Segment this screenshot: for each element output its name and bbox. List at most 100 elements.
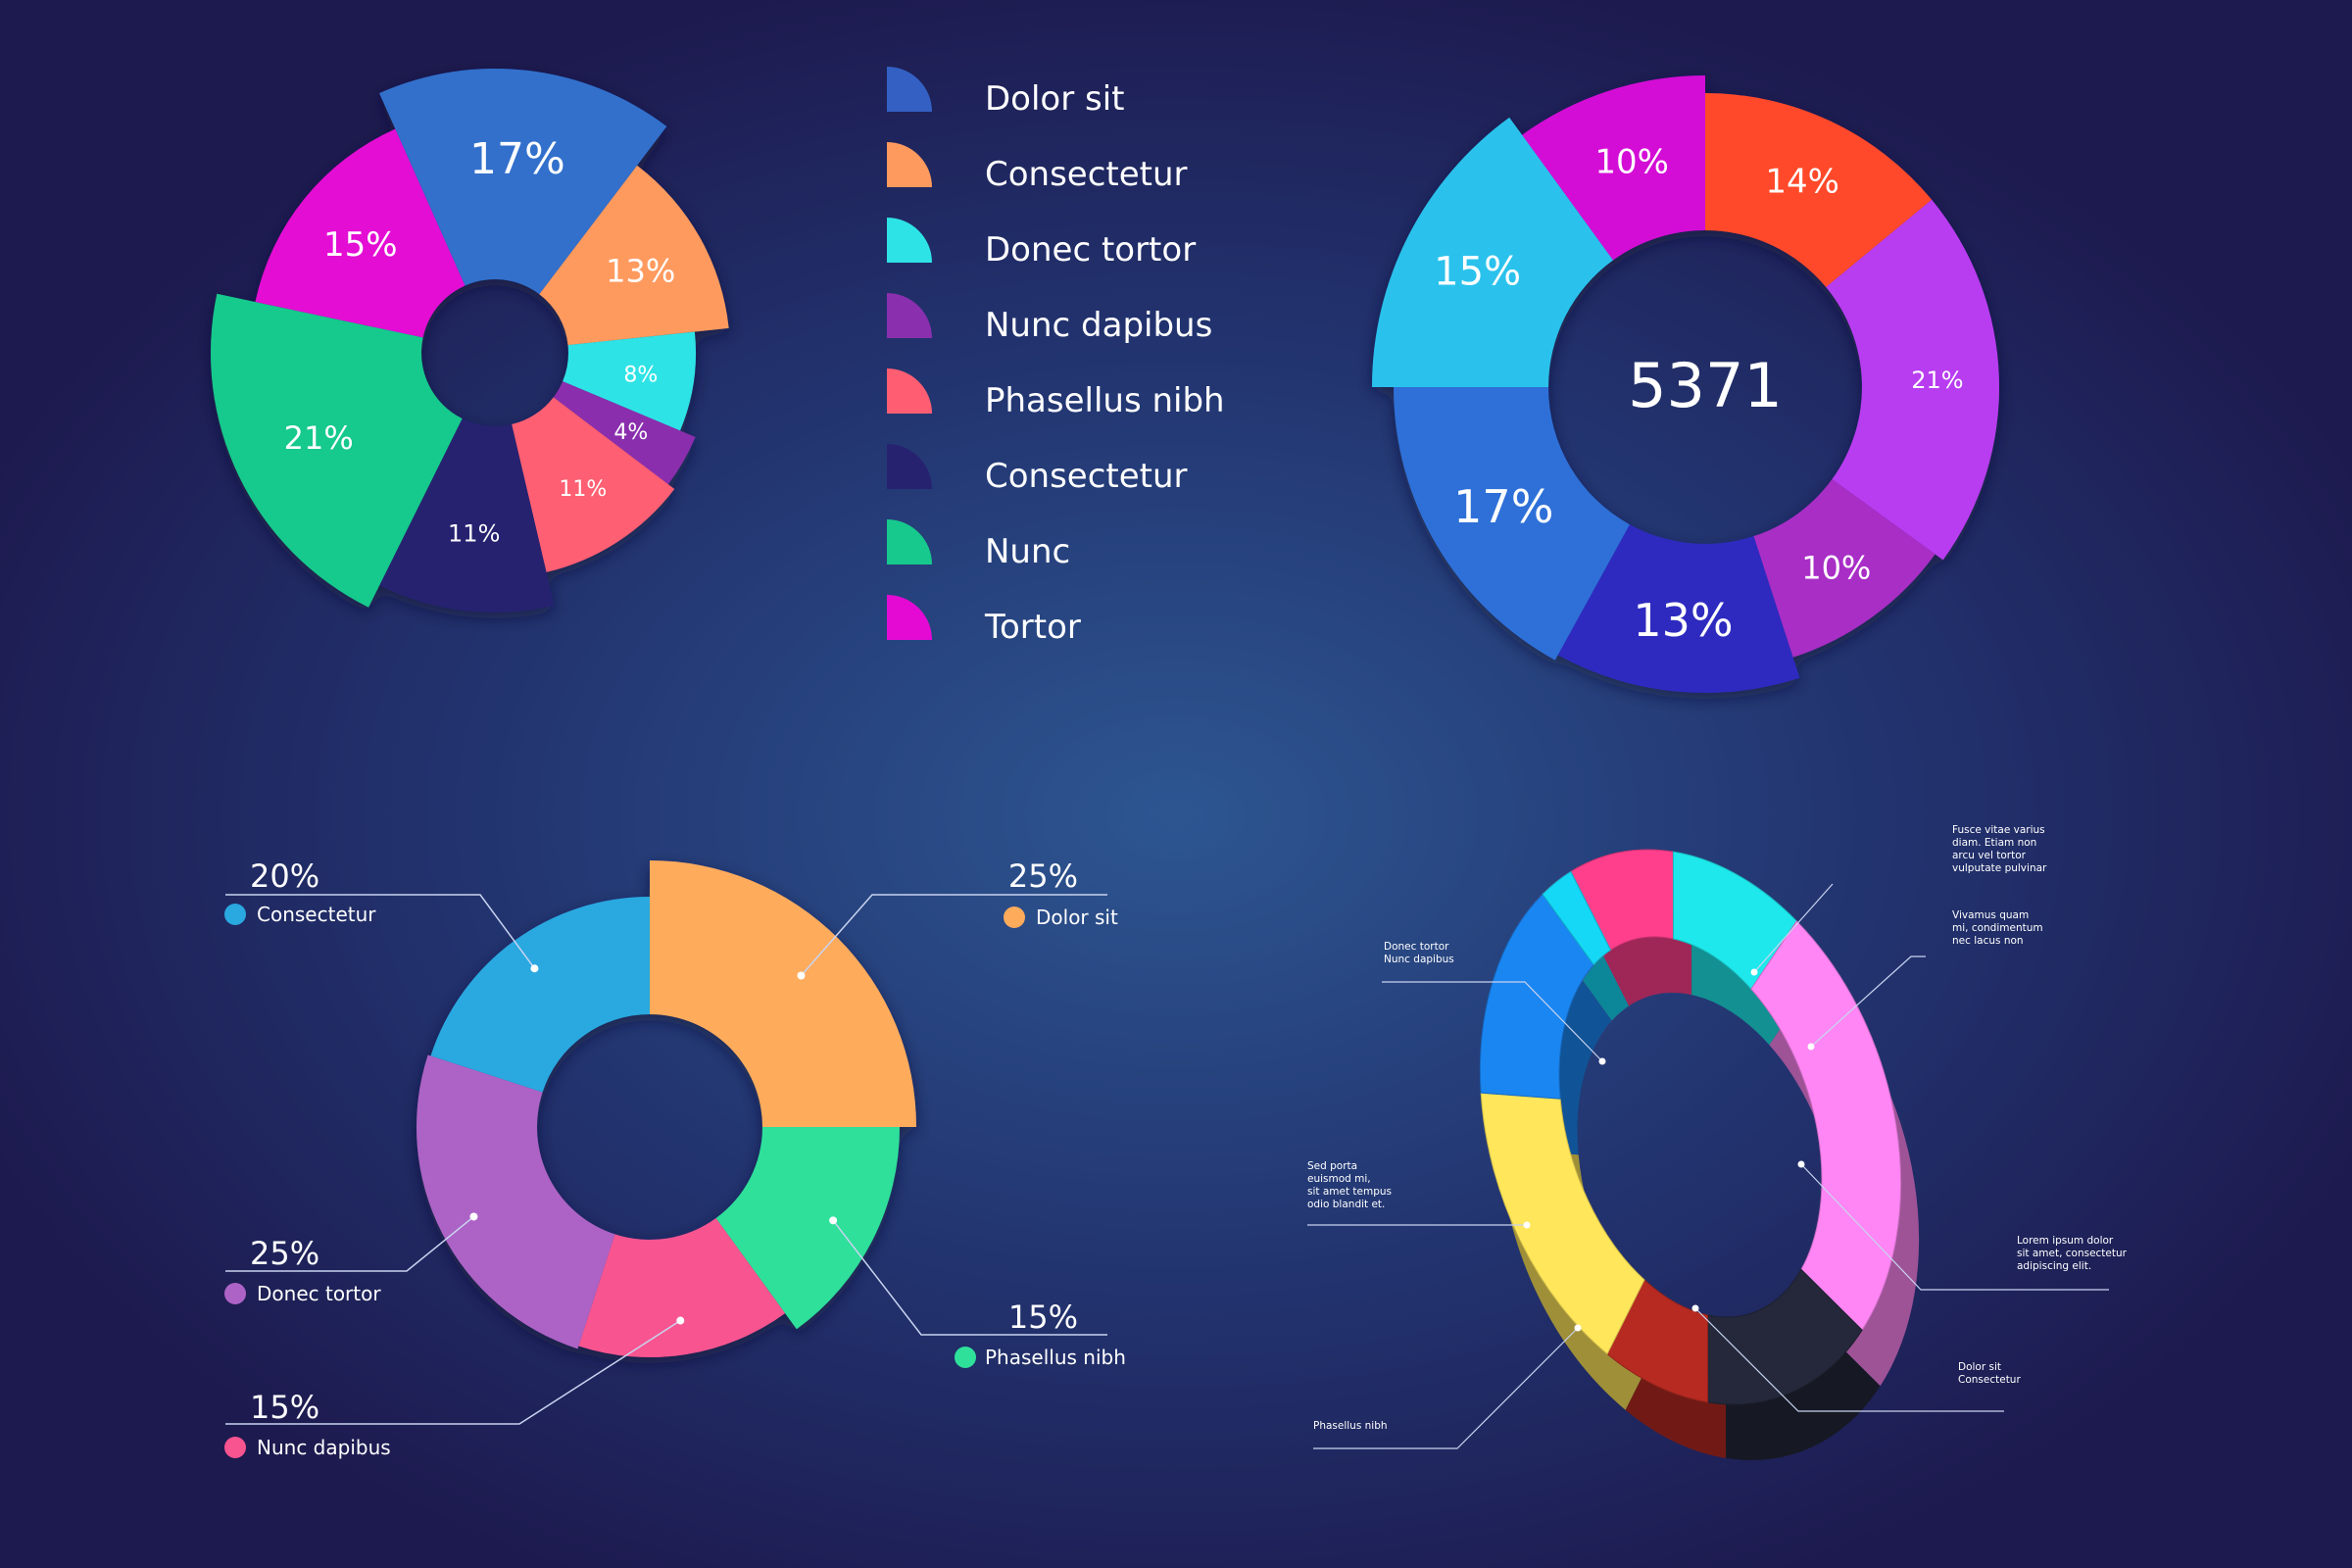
donut-center-value: 5371: [1628, 350, 1783, 421]
exploded-pie-slice-label: 13%: [606, 252, 675, 289]
callout-percent-label: 25%: [1008, 858, 1078, 895]
ring-segment-top: [1750, 920, 1902, 1331]
exploded-pie-slice: [379, 418, 555, 613]
total-donut-chart: [1372, 75, 1999, 693]
donut-slice: [1372, 117, 1613, 388]
legend-entry-label: Nunc dapibus: [985, 306, 1212, 345]
ring-annotation-text: vulputate pulvinar: [1952, 862, 2047, 874]
legend-entry-label: Tortor: [984, 608, 1081, 647]
legend-entry-label: Nunc: [985, 532, 1070, 571]
legend-swatch-icon: [887, 67, 932, 112]
exploded-pie-slice: [379, 68, 667, 295]
callout-leader-line: [225, 1319, 681, 1425]
exploded-pie-slice-label: 11%: [559, 477, 607, 502]
legend-swatch-icon: [887, 519, 932, 564]
ring-annotation-dot: [1574, 1324, 1582, 1332]
ring-annotation-text: euismod mi,: [1307, 1173, 1371, 1185]
exploded-pie-slice-label: 17%: [469, 134, 565, 184]
legend-entry-label: Consectetur: [985, 457, 1188, 496]
exploded-pie-slice: [512, 397, 675, 572]
callout-category-label: Consectetur: [257, 903, 376, 926]
callout-donut-slice: [650, 860, 916, 1127]
callout-percent-label: 20%: [250, 858, 319, 895]
exploded-pie-chart: [211, 68, 729, 613]
callout-color-dot-icon: [955, 1347, 976, 1368]
callout-donut-chart: [416, 860, 916, 1357]
ring-annotation-dot: [1750, 968, 1758, 976]
donut-slice: [1557, 524, 1800, 693]
ring-annotation-dot: [1797, 1160, 1805, 1168]
callout-leader-line: [832, 1219, 1107, 1336]
exploded-pie-slice-label: 11%: [448, 519, 500, 547]
callout-anchor-dot: [676, 1316, 685, 1325]
donut-slice-label: 15%: [1434, 250, 1521, 295]
ring-annotation-dot: [1598, 1057, 1606, 1065]
ring-annotation-text: adipiscing elit.: [2017, 1260, 2091, 1272]
ring-annotation-text: Sed porta: [1307, 1160, 1357, 1172]
legend-entry-label: Consectetur: [985, 155, 1188, 194]
donut-slice: [1826, 199, 1999, 561]
exploded-pie-slice: [255, 128, 466, 338]
donut-slice-label: 10%: [1594, 143, 1669, 182]
callout-donut-callouts: 25% Dolor sit 15% Phasellus nibh 15% Nunc dap…: [224, 858, 1126, 1459]
ring-annotation-leader: [1810, 956, 1926, 1048]
ring-annotation-text: Consectetur: [1958, 1374, 2021, 1386]
legend-entry-label: Dolor sit: [985, 79, 1125, 119]
exploded-pie-slice-label: 8%: [623, 364, 658, 388]
legend-swatch-icon: [887, 293, 932, 338]
callout-color-dot-icon: [1004, 906, 1025, 928]
ring-annotation-text: Fusce vitae varius: [1952, 824, 2045, 836]
callout-donut-slice: [715, 1127, 900, 1330]
ring-annotation-leader: [1694, 1307, 2004, 1412]
callout-anchor-dot: [530, 964, 539, 973]
ring-segment-side: [1725, 1325, 1881, 1460]
callout-color-dot-icon: [224, 1437, 246, 1458]
exploded-pie-slice: [553, 381, 696, 485]
ring-annotation-dot: [1691, 1304, 1699, 1312]
ring-annotation-text: odio blandit et.: [1307, 1199, 1385, 1210]
ring-annotation-text: Phasellus nibh: [1313, 1420, 1388, 1432]
ring-annotation-text: Vivamus quam: [1952, 909, 2029, 921]
legend-swatch-icon: [887, 218, 932, 263]
exploded-pie-slice-label: 15%: [323, 225, 398, 265]
isometric-ring-chart: [1479, 849, 1920, 1460]
ring-annotation-text: Donec tortor: [1384, 941, 1449, 953]
ring-annotation-leader: [1313, 1327, 1579, 1449]
exploded-pie-slice: [539, 165, 729, 346]
exploded-pie-legend: Dolor sit Consectetur Donec tortor Nunc dap…: [887, 67, 1225, 647]
legend-swatch-icon: [887, 368, 932, 414]
donut-slice: [1522, 75, 1705, 261]
callout-percent-label: 25%: [250, 1235, 319, 1272]
callout-category-label: Nunc dapibus: [257, 1436, 391, 1459]
ring-annotation-leader: [1753, 883, 1834, 973]
ring-annotation-text: nec lacus non: [1952, 935, 2024, 947]
callout-color-dot-icon: [224, 1283, 246, 1304]
callout-leader-line: [225, 1215, 474, 1272]
ring-annotation-text: mi, condimentum: [1952, 922, 2043, 934]
callout-anchor-dot: [469, 1212, 478, 1221]
ring-annotation-dot: [1523, 1221, 1531, 1229]
ring-annotation-leader: [1800, 1163, 2109, 1291]
ring-annotation-leader: [1382, 981, 1603, 1062]
callout-percent-label: 15%: [1008, 1298, 1078, 1336]
exploded-pie-slice: [211, 293, 463, 608]
callout-donut-slice: [578, 1218, 786, 1357]
ring-annotation-text: sit amet tempus: [1307, 1186, 1392, 1198]
exploded-pie-slice: [563, 331, 697, 431]
legend-entry-label: Phasellus nibh: [985, 381, 1225, 420]
callout-category-label: Dolor sit: [1036, 906, 1118, 929]
legend-swatch-icon: [887, 444, 932, 489]
total-donut-labels: 10% 14% 21% 10% 13% 17% 15%: [1434, 143, 1963, 647]
ring-annotation-text: sit amet, consectetur: [2017, 1248, 2128, 1259]
callout-category-label: Donec tortor: [257, 1282, 381, 1305]
ring-annotation-text: arcu vel tortor: [1952, 850, 2027, 861]
callout-category-label: Phasellus nibh: [985, 1346, 1126, 1369]
legend-swatch-icon: [887, 595, 932, 640]
callout-anchor-dot: [797, 971, 806, 980]
callout-donut-slice: [430, 897, 650, 1093]
callout-percent-label: 15%: [250, 1389, 319, 1426]
ring-annotation-text: Lorem ipsum dolor: [2017, 1235, 2114, 1247]
donut-slice-label: 10%: [1801, 549, 1871, 586]
